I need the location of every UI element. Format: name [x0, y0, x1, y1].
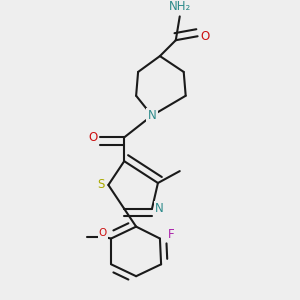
Text: O: O — [200, 30, 209, 43]
Text: N: N — [148, 109, 156, 122]
Text: O: O — [89, 131, 98, 144]
Text: S: S — [98, 178, 105, 191]
Text: O: O — [99, 228, 107, 239]
Text: N: N — [155, 202, 164, 215]
Text: NH₂: NH₂ — [169, 0, 191, 13]
Text: F: F — [168, 228, 174, 241]
